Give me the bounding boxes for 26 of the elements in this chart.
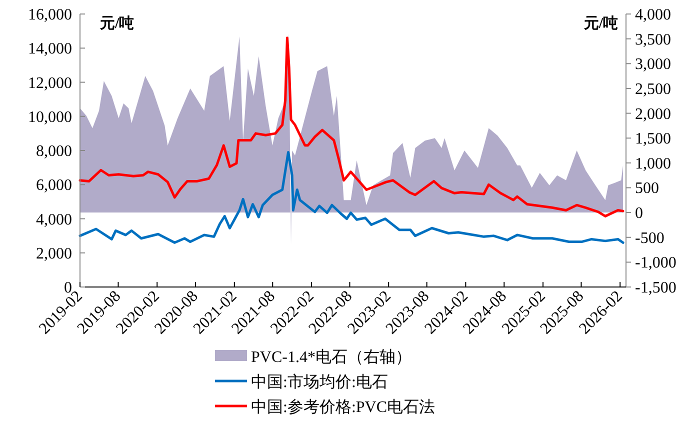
y2-tick-label: 0: [635, 205, 643, 222]
legend-label: PVC-1.4*电石（右轴）: [251, 348, 412, 366]
y2-tick-label: 2,500: [635, 80, 671, 98]
y-tick-label: 0: [64, 280, 72, 296]
y-tick-label: 8,000: [36, 143, 72, 160]
legend-label: 中国:参考价格:PVC电石法: [251, 398, 436, 416]
y2-tick-label: -500: [635, 230, 664, 247]
y-tick-label: 2,000: [36, 245, 72, 262]
y-tick-label: 16,000: [28, 6, 72, 24]
y2-tick-label: 1,000: [635, 155, 671, 172]
y2-tick-label: 1,500: [635, 130, 671, 148]
y2-tick-label: 4,000: [635, 6, 671, 24]
y2-tick-label: -1,500: [635, 280, 676, 296]
legend-label: 中国:市场均价:电石: [251, 373, 388, 391]
y2-axis-title: 元/吨: [582, 15, 618, 32]
y2-tick-label: -1,000: [635, 254, 676, 272]
y-tick-label: 14,000: [28, 40, 72, 58]
y2-tick-label: 3,000: [635, 56, 671, 74]
y-tick-label: 6,000: [36, 177, 72, 194]
y-axis-title: 元/吨: [99, 15, 134, 32]
y-tick-label: 12,000: [28, 74, 72, 92]
y2-tick-label: 2,000: [635, 106, 671, 123]
y2-tick-label: 500: [635, 180, 659, 198]
y2-tick-label: 3,500: [635, 31, 671, 48]
y-tick-label: 4,000: [36, 211, 72, 228]
y-tick-label: 10,000: [28, 108, 72, 126]
